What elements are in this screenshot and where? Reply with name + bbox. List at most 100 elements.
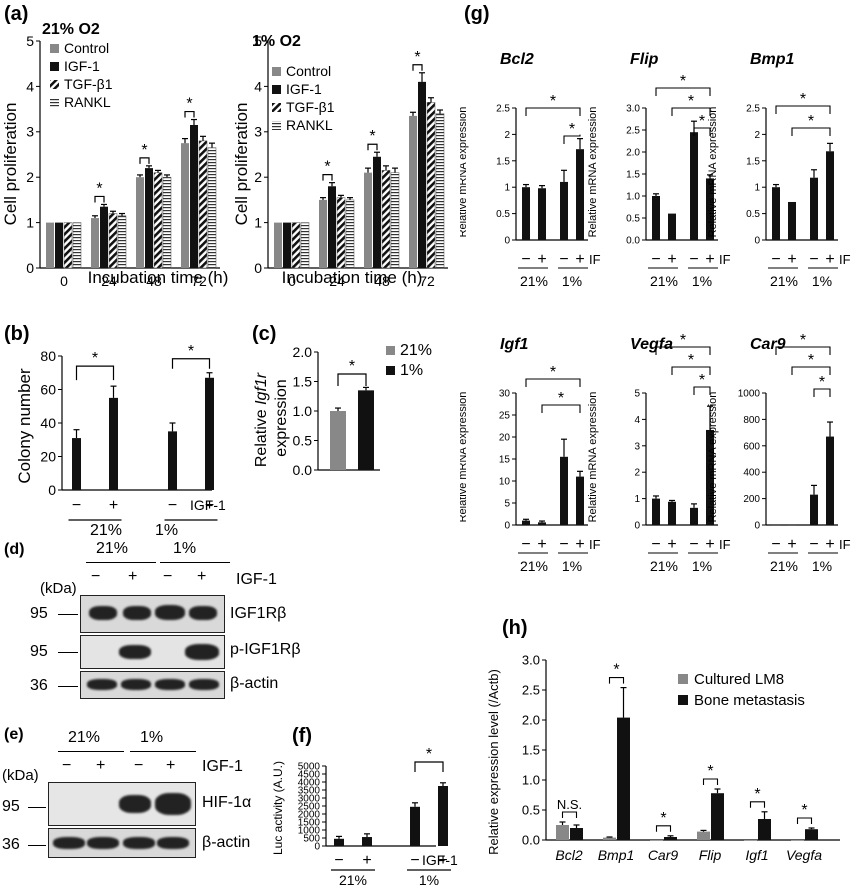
a21-bar: [100, 206, 108, 268]
h-sig-bracket: [796, 817, 813, 824]
b-y-tick-label: 20: [40, 448, 56, 464]
b-sig-star: *: [92, 350, 98, 367]
d-band: [155, 605, 185, 620]
g-car9-sig-bracket: [775, 346, 831, 355]
g-igf1-bar: [522, 520, 530, 525]
g-bmp1-bar: [826, 151, 834, 240]
e-marker-2: 36: [2, 836, 20, 853]
g-flip-group-label: 1%: [692, 273, 712, 289]
g-igf1-sign: −: [521, 536, 530, 553]
g-car9-sig-star: *: [800, 332, 806, 349]
a1-bar: [381, 170, 391, 269]
g-flip-y-tick-label: 2.0: [626, 148, 640, 159]
h-bar: [711, 793, 724, 840]
h-x-tick-label: Flip: [699, 847, 722, 863]
g-igf1-treatment: IF: [589, 537, 601, 552]
f-y-tick-label: 1500: [298, 818, 321, 829]
a21-bar: [181, 143, 189, 268]
g-igf1-group-label: 21%: [520, 558, 548, 574]
legend-control: Control: [64, 40, 109, 56]
e-band: [53, 837, 85, 849]
g-igf1-bar: [538, 522, 546, 525]
g-bcl2-y-tick-label: 2.5: [496, 104, 510, 115]
g-car9-group-label: 21%: [770, 558, 798, 574]
g-vegfa-sign: +: [705, 536, 714, 553]
g-igf1-sig-star: *: [550, 364, 556, 381]
f-y-tick-label: 0: [314, 842, 320, 853]
h-plot-area: 0.0 0.5 1.0 1.5 2.0 2.5 3.0 N.S. Bcl2 * Bmp1 * Car9 *…: [522, 653, 840, 863]
a1-y-tick-label: 0: [254, 260, 262, 276]
g-bcl2-y-tick-label: 0.5: [496, 209, 510, 220]
b-ylabel: Colony number: [15, 368, 34, 484]
d-band: [155, 679, 185, 690]
g-vegfa-ylabel: Relative mRNA expression: [587, 392, 599, 523]
a1-bar: [373, 156, 381, 268]
g-vegfa-treatment: IF: [719, 537, 731, 552]
a1-bar: [319, 199, 327, 268]
a1-x-tick-label: 72: [419, 273, 435, 289]
b-y-tick-label: 0: [48, 482, 56, 498]
h-x-tick-label: Car9: [648, 847, 679, 863]
h-sig-bracket: [655, 825, 672, 832]
g-bmp1-y-tick-label: 2: [754, 130, 760, 141]
g-igf1-subplot: Igf1 Relative mRNA expression 0 5 10 15 20 25 30…: [457, 336, 601, 574]
g-bmp1-sign: −: [809, 251, 818, 268]
f-plot-area: 0500100015002000250030003500400045005000…: [298, 746, 458, 888]
g-bmp1-ylabel: Relative mRNA expression: [707, 107, 719, 238]
panel-label-e: (e): [4, 726, 24, 743]
f-sign: −: [410, 852, 419, 869]
a1-bar: [390, 172, 400, 269]
h-y-tick-label: 2.0: [522, 713, 540, 728]
g-car9-bar: [788, 524, 796, 526]
g-bcl2-sign: +: [575, 251, 584, 268]
e-band: [123, 837, 155, 849]
g-bcl2-bar: [576, 149, 584, 240]
h-sig-label: *: [660, 810, 666, 827]
d-band: [121, 679, 151, 690]
a1-ylabel: Cell proliferation: [232, 103, 251, 226]
g-vegfa-group-label: 21%: [650, 558, 678, 574]
g-flip-sign: +: [705, 251, 714, 268]
g-car9-title: Car9: [750, 336, 786, 353]
f-sig-bracket: [414, 761, 444, 772]
h-x-tick-label: Bmp1: [598, 847, 635, 863]
g-flip-ylabel: Relative mRNA expression: [587, 107, 599, 238]
g-bmp1-sign: −: [771, 251, 780, 268]
g-vegfa-sig-star: *: [680, 332, 686, 349]
g-bcl2-subplot: Bcl2 Relative mRNA expression 0 0.5 1 1.5 2 2.5…: [457, 51, 601, 289]
g-flip-sig-star: *: [680, 73, 686, 90]
a21-plot-area: 0 1 2 3 4 5 0 24 48 72 * * *: [26, 33, 220, 289]
h-y-tick-label: 2.5: [522, 683, 540, 698]
e-sign-3: −: [134, 757, 144, 774]
h-bar: [758, 819, 771, 840]
g-car9-ylabel: Relative mRNA expression: [707, 392, 719, 523]
g-flip-sig-star: *: [699, 113, 705, 130]
d-kda: (kDa): [40, 580, 77, 597]
a1-bar: [336, 197, 346, 269]
f-y-tick-label: 4500: [298, 770, 321, 781]
h-y-tick-label: 0.5: [522, 803, 540, 818]
e-group-line-1: [130, 751, 196, 752]
h-sig-label: N.S.: [557, 797, 582, 812]
d-band: [185, 644, 219, 660]
g-igf1-y-tick-label: 15: [499, 455, 511, 466]
g-plot-grid: Bcl2 Relative mRNA expression 0 0.5 1 1.5 2 2.5…: [457, 51, 851, 574]
e-row-name-1: HIF-1α: [202, 794, 252, 811]
c-sig-bracket: [337, 373, 367, 386]
b-bar: [72, 438, 81, 490]
panel-d: (d) 21% 1% (kDa) − + − + IGF-1 95 IGF1Rβ…: [0, 535, 320, 700]
h-sig-bracket: [749, 801, 766, 808]
g-bcl2-y-tick-label: 1.5: [496, 156, 510, 167]
a21-bar: [91, 218, 99, 268]
a1-bar: [274, 222, 282, 268]
g-car9-sig-star: *: [808, 352, 814, 369]
a21-x-tick-label: 0: [60, 273, 68, 289]
d-sign-1: −: [91, 568, 101, 585]
b-bar: [109, 397, 118, 490]
g-vegfa-title: Vegfa: [630, 336, 673, 353]
d-blot-igf1r: [80, 595, 225, 633]
a21-bar: [55, 222, 63, 268]
a21-sig-star: *: [141, 142, 147, 159]
b-sign: +: [109, 497, 118, 514]
f-group-label: 21%: [339, 872, 367, 886]
